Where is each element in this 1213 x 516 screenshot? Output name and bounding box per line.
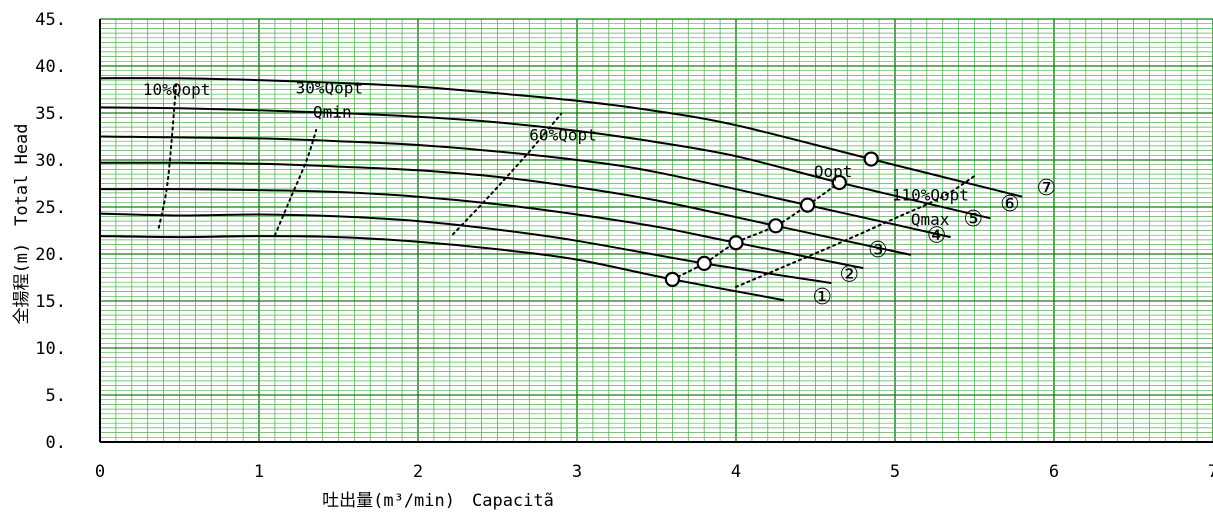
- annotation-label: Qopt: [814, 162, 853, 181]
- duty-points: [664, 151, 879, 287]
- curve-number-label: ①: [812, 285, 832, 310]
- annotations: 10%Qopt 30%Qopt Qmin 60%Qopt Qopt 110%Qopt Qma…: [143, 78, 1056, 310]
- y-tick-label: 45.: [35, 10, 66, 30]
- duty-point-marker: [768, 218, 784, 234]
- x-tick-label: 1: [254, 462, 264, 482]
- y-tick-label: 15.: [35, 292, 66, 312]
- reference-line: [735, 175, 976, 288]
- annotation-label: Qmax: [911, 210, 950, 229]
- y-tick-label: 35.: [35, 104, 66, 124]
- y-tick-label: 25.: [35, 198, 66, 218]
- curve-number-label: ④: [927, 224, 947, 249]
- grid: [99, 18, 1213, 443]
- reference-line: [273, 128, 318, 237]
- head-curve: [99, 161, 912, 256]
- duty-point-marker: [728, 235, 744, 251]
- annotation-label: 110%Qopt: [892, 185, 969, 204]
- x-axis-title: 吐出量(m³/min) Capacitã: [322, 491, 554, 511]
- y-tick-label: 10.: [35, 339, 66, 359]
- y-tick-label: 20.: [35, 245, 66, 265]
- x-tick-label: 2: [413, 462, 423, 482]
- duty-point-marker: [831, 174, 847, 191]
- duty-point-marker: [863, 151, 879, 167]
- duty-point-marker: [664, 271, 681, 287]
- y-tick-label: 0.: [46, 433, 66, 453]
- annotation-label: Qmin: [313, 103, 352, 122]
- y-tick-labels: 0. 5. 10. 15. 20. 25. 30. 35. 40. 45.: [35, 10, 66, 453]
- head-curve: [99, 188, 864, 270]
- y-tick-label: 30.: [35, 151, 66, 171]
- x-tick-label: 0: [95, 462, 105, 482]
- curve-number-label: ⑦: [1037, 176, 1057, 201]
- annotation-label: 10%Qopt: [143, 80, 210, 99]
- curve-number-label: ③: [868, 238, 888, 263]
- x-tick-label: 6: [1049, 462, 1059, 482]
- y-tick-label: 5.: [46, 386, 66, 406]
- y-axis-title: 全揚程(m) Total Head: [12, 123, 32, 324]
- y-tick-label: 40.: [35, 57, 66, 77]
- curve-number-label: ⑤: [963, 207, 983, 232]
- annotation-label: 30%Qopt: [296, 78, 363, 97]
- curve-number-label: ②: [839, 262, 859, 287]
- x-tick-label: 4: [731, 462, 741, 482]
- duty-point-marker: [696, 255, 712, 271]
- x-tick-label: 7: [1208, 462, 1213, 482]
- head-curve: [99, 77, 1023, 198]
- reference-line: [452, 112, 563, 236]
- x-tick-label: 5: [890, 462, 900, 482]
- head-curve: [99, 106, 991, 220]
- head-curve: [99, 135, 951, 239]
- axes: [99, 19, 1213, 443]
- x-tick-labels: 0 1 2 3 4 5 6 7: [95, 462, 1213, 482]
- duty-point-marker: [799, 197, 816, 213]
- curve-number-label: ⑥: [1000, 192, 1020, 217]
- x-tick-label: 3: [572, 462, 582, 482]
- head-curve: [99, 235, 784, 302]
- annotation-label: 60%Qopt: [529, 125, 596, 144]
